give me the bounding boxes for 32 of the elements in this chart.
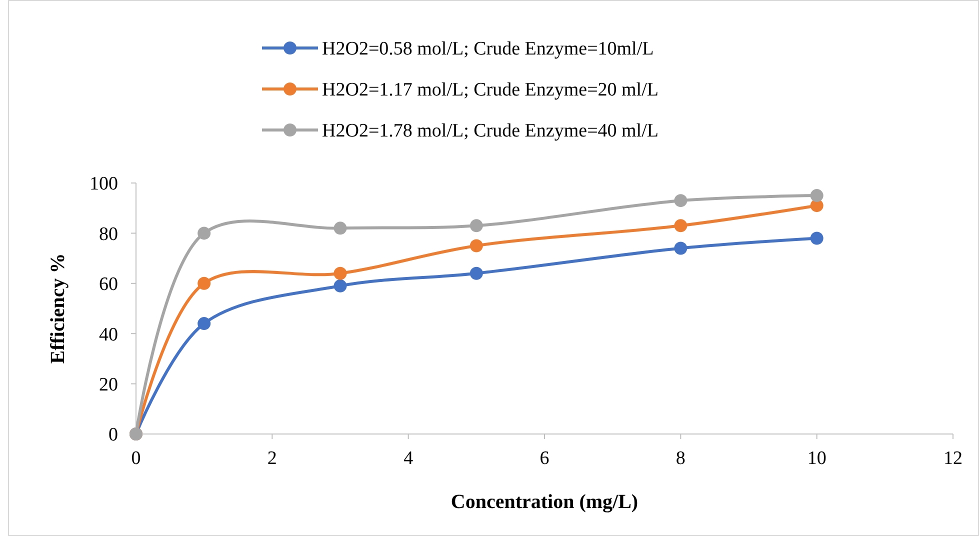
x-axis-title: Concentration (mg/L) <box>450 491 638 513</box>
point <box>470 266 483 280</box>
point <box>470 219 483 232</box>
x-tick-label: 4 <box>404 448 414 469</box>
x-tick-label: 12 <box>944 448 962 469</box>
point <box>334 279 347 292</box>
y-tick-label: 40 <box>99 324 118 346</box>
legend-label: H2O2=1.17 mol/L; Crude Enzyme=20 ml/L <box>322 80 658 101</box>
y-tick-label: 20 <box>99 374 118 396</box>
point <box>810 232 824 245</box>
point <box>198 317 211 330</box>
x-tick-label: 6 <box>540 448 550 469</box>
y-tick-label: 60 <box>99 274 118 296</box>
point <box>810 189 824 202</box>
x-tick-label: 8 <box>676 448 686 469</box>
y-tick-label: 0 <box>108 424 118 446</box>
y-tick-label: 80 <box>99 224 118 245</box>
point <box>334 266 347 280</box>
legend-label: H2O2=1.78 mol/L; Crude Enzyme=40 ml/L <box>322 120 658 142</box>
x-tick-label: 10 <box>807 448 826 469</box>
x-tick-label: 0 <box>131 448 141 469</box>
y-axis-title: Efficiency % <box>47 253 69 364</box>
point <box>470 239 483 252</box>
point <box>674 219 688 232</box>
point <box>334 222 347 235</box>
x-tick-label: 2 <box>267 448 277 469</box>
point <box>198 226 211 240</box>
y-tick-label: 100 <box>90 174 118 195</box>
point <box>198 276 211 290</box>
point <box>674 242 688 255</box>
legend-label: H2O2=0.58 mol/L; Crude Enzyme=10ml/L <box>322 38 654 60</box>
point <box>674 194 688 208</box>
